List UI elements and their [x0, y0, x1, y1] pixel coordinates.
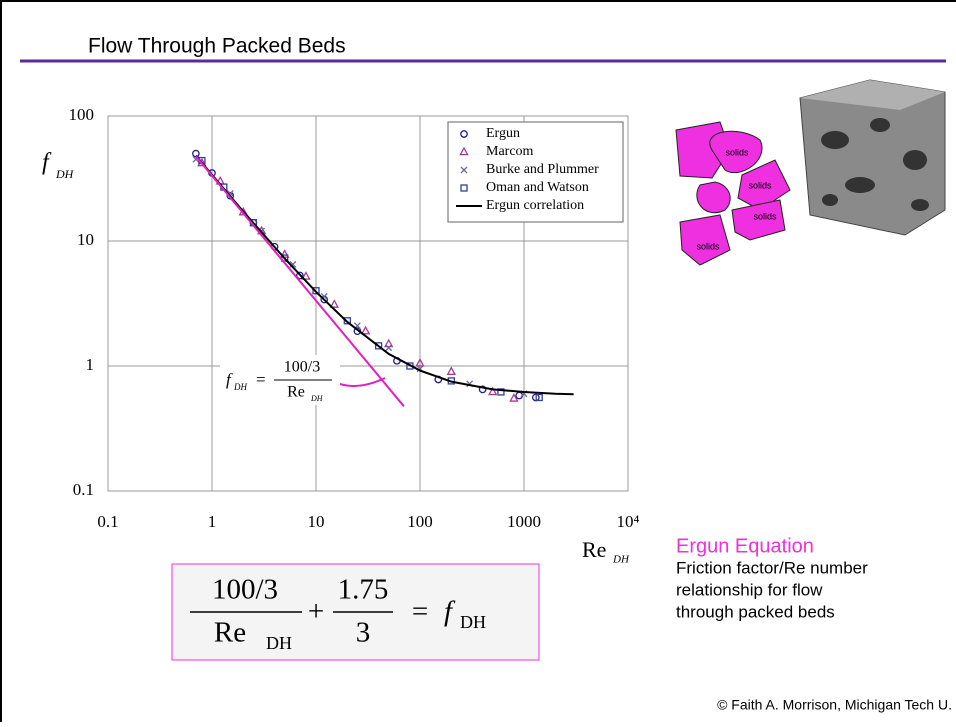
- ergun-equation: 100/3 Re DH + 1.75 3 = f DH: [190, 574, 486, 653]
- data-point: [415, 357, 425, 367]
- side-text: Friction factor/Re number: [676, 558, 868, 577]
- annotation-den: Re: [287, 384, 305, 401]
- porous-cube: [799, 79, 946, 236]
- data-point: [383, 338, 394, 348]
- y-tick-label: 10: [77, 230, 94, 249]
- legend-swatch: [460, 184, 468, 192]
- annotation-eq: =: [256, 370, 266, 389]
- data-point: [343, 317, 351, 325]
- x-axis-label-sub: DH: [612, 554, 630, 566]
- copyright: © Faith A. Morrison, Michigan Tech U.: [717, 697, 952, 713]
- series-line: [195, 155, 405, 407]
- legend-label: Oman and Watson: [486, 180, 589, 195]
- side-text: through packed beds: [676, 602, 835, 621]
- y-axis-label-sub: DH: [55, 167, 75, 181]
- y-tick-label: 100: [69, 105, 95, 124]
- solids-label: solids: [725, 147, 749, 157]
- data-point: [296, 271, 304, 280]
- annotation-den-sub: DH: [310, 394, 324, 403]
- side-heading: Ergun Equation: [676, 535, 814, 557]
- x-axis-label: Re: [582, 537, 606, 562]
- eq-denominator: 3: [356, 617, 371, 649]
- solids-label: solids: [753, 211, 777, 221]
- bed-diagram: [675, 121, 791, 266]
- data-point: [360, 325, 371, 335]
- solids-label: solids: [696, 241, 720, 251]
- legend-swatch: [460, 166, 468, 174]
- data-point: [478, 385, 487, 394]
- annotation-num: 100/3: [284, 359, 320, 376]
- data-point: [301, 271, 311, 280]
- x-tick-label: 0.1: [97, 512, 118, 531]
- y-tick-label: 1: [86, 355, 95, 374]
- eq-plus: +: [308, 596, 324, 628]
- annotation-pointer: [339, 377, 386, 387]
- x-tick-label: 10: [308, 512, 325, 531]
- x-tick-label: 1: [208, 512, 217, 531]
- legend-swatch: [460, 130, 468, 138]
- legend-label: Burke and Plummer: [486, 162, 599, 177]
- eq-subscript: DH: [460, 612, 486, 632]
- data-point: [446, 366, 457, 375]
- legend-label: Marcom: [486, 144, 534, 159]
- data-point: [374, 342, 383, 350]
- x-tick-label: 10⁴: [617, 512, 640, 531]
- eq-subscript: DH: [266, 633, 292, 653]
- legend-label: Ergun: [486, 126, 520, 141]
- eq-equals: =: [412, 596, 428, 628]
- series-line: [195, 154, 574, 396]
- eq-denominator: Re: [214, 617, 246, 649]
- legend: Ergun Marcom Burke and Plummer Oman and Wat…: [447, 121, 624, 223]
- data-point: [509, 393, 519, 402]
- data-point: [329, 299, 340, 308]
- data-point: [312, 287, 320, 295]
- data-point: [385, 344, 393, 352]
- data-point: [487, 386, 498, 396]
- data-point: [535, 393, 543, 402]
- data-point: [497, 388, 505, 396]
- side-text: relationship for flow: [676, 580, 823, 599]
- y-axis-label: f: [42, 150, 52, 176]
- solids-label: solids: [748, 180, 772, 190]
- annotation-lhs-sub: DH: [233, 382, 247, 392]
- annotation: f DH =100/3Re DH: [220, 355, 386, 405]
- x-tick-label: 1000: [507, 512, 541, 531]
- x-tick-label: 100: [407, 512, 433, 531]
- y-tick-label: 0.1: [73, 480, 94, 499]
- slide-title: Flow Through Packed Beds: [88, 35, 346, 58]
- legend-label: Ergun correlation: [486, 198, 584, 213]
- legend-swatch: [459, 146, 469, 156]
- eq-numerator: 1.75: [338, 574, 389, 606]
- annotation-lhs: f: [226, 370, 233, 389]
- eq-numerator: 100/3: [212, 574, 278, 606]
